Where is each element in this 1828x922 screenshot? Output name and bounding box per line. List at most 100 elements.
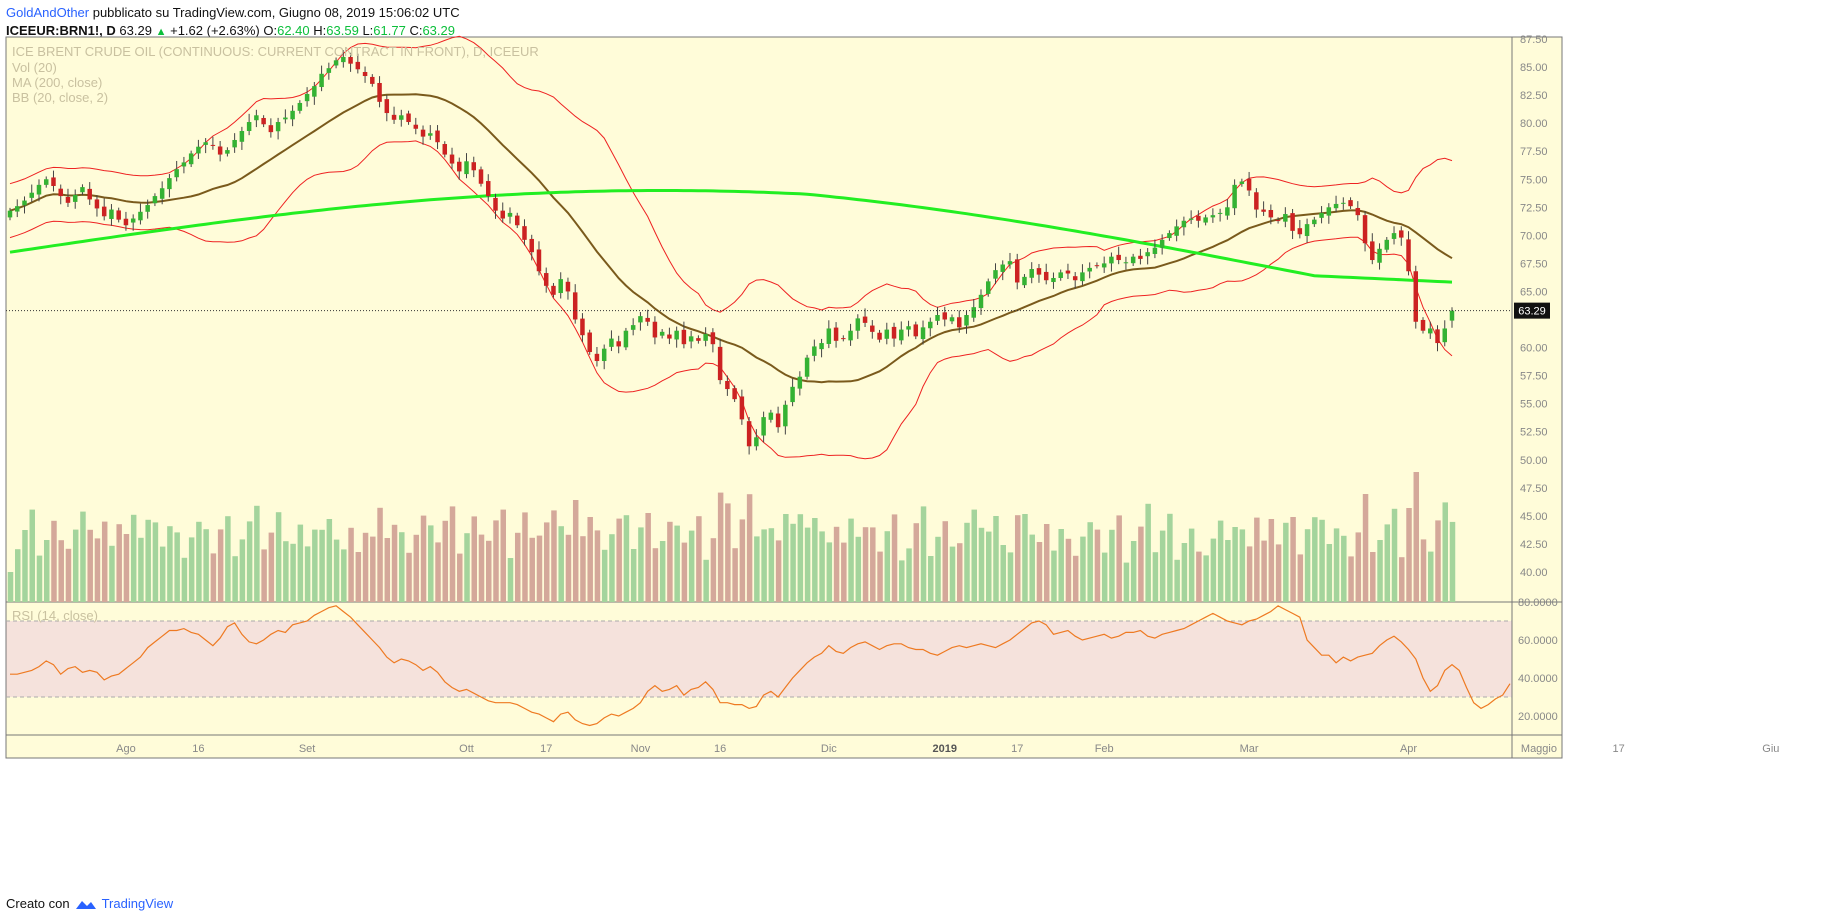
- candle: [1022, 274, 1027, 288]
- candle-body: [1239, 181, 1245, 184]
- candle: [203, 138, 208, 154]
- candle-body: [659, 331, 665, 336]
- candle: [688, 330, 694, 349]
- candle-body: [101, 206, 107, 217]
- candle: [1080, 264, 1085, 286]
- candle: [1428, 321, 1433, 339]
- candle: [384, 94, 390, 122]
- candle: [797, 371, 803, 396]
- candle: [1152, 239, 1158, 259]
- volume-bar: [1225, 540, 1231, 602]
- candle: [971, 298, 976, 322]
- candle: [283, 109, 288, 124]
- volume-bar: [964, 522, 970, 602]
- price-axis-tick: 65.00: [1520, 286, 1548, 298]
- candle: [275, 117, 281, 140]
- candle-body: [312, 86, 317, 97]
- candle: [1196, 210, 1201, 228]
- candle: [565, 277, 571, 300]
- volume-bar: [551, 510, 557, 602]
- candle: [377, 76, 382, 108]
- candle-body: [761, 417, 766, 436]
- rsi-axis-tick: 80.0000: [1518, 597, 1558, 609]
- candle-body: [1341, 202, 1346, 204]
- time-axis-label: Giu: [1762, 743, 1779, 755]
- volume-bar: [7, 572, 14, 602]
- candle: [348, 52, 353, 72]
- candle: [254, 109, 259, 128]
- volume-bar: [1254, 517, 1260, 602]
- volume-bar: [1000, 545, 1006, 602]
- candle-body: [949, 317, 955, 322]
- price-axis-tick: 70.00: [1520, 230, 1548, 242]
- volume-bar: [1036, 542, 1043, 602]
- volume-bar: [1051, 550, 1057, 602]
- candle: [217, 140, 223, 162]
- candle: [993, 263, 998, 285]
- candle: [790, 378, 795, 407]
- chart-title: ICE BRENT CRUDE OIL (CONTINUOUS: CURRENT…: [12, 44, 539, 59]
- volume-bar: [1065, 538, 1072, 602]
- candle-body: [623, 330, 629, 348]
- candle: [87, 182, 92, 205]
- candle: [775, 406, 781, 433]
- volume-bar: [1159, 530, 1166, 602]
- candle-body: [275, 122, 281, 132]
- candle: [739, 389, 745, 425]
- author-link[interactable]: GoldAndOther: [6, 5, 90, 20]
- candle: [1043, 263, 1049, 285]
- volume-bar: [326, 519, 333, 602]
- volume-bar: [1370, 552, 1376, 602]
- candle-body: [920, 327, 926, 340]
- candle: [558, 272, 563, 299]
- candle-body: [1116, 254, 1121, 261]
- volume-bar: [486, 540, 492, 602]
- volume-bar: [761, 529, 767, 602]
- time-axis-label: Ago: [116, 743, 136, 755]
- price-axis-tick: 72.50: [1520, 202, 1548, 214]
- volume-bar: [1362, 494, 1369, 602]
- candle-body: [848, 330, 853, 341]
- volume-bar: [319, 529, 325, 602]
- candle: [594, 346, 600, 367]
- volume-bar: [1435, 520, 1441, 602]
- candle: [391, 106, 397, 124]
- candle: [333, 57, 339, 69]
- volume-bar: [790, 523, 796, 602]
- volume-bar: [536, 535, 543, 602]
- volume-bar: [145, 519, 151, 602]
- candle-body: [109, 209, 114, 219]
- ohlc-line: ICEEUR:BRN1!, D 63.29 ▲ +1.62 (+2.63%) O…: [6, 22, 460, 41]
- volume-bar: [942, 521, 949, 602]
- volume-bar: [399, 532, 405, 602]
- candle: [1029, 262, 1034, 284]
- volume-bar: [906, 548, 912, 602]
- candle: [638, 311, 643, 331]
- volume-bar: [775, 540, 782, 602]
- volume-bar: [1167, 513, 1173, 602]
- volume-bar: [601, 549, 608, 602]
- tradingview-link[interactable]: TradingView: [101, 896, 174, 911]
- volume-bar: [1022, 514, 1028, 602]
- volume-bar: [464, 533, 470, 602]
- volume-bar: [659, 541, 666, 602]
- candle: [1304, 218, 1310, 243]
- candle: [587, 329, 592, 355]
- volume-bar: [1080, 536, 1086, 602]
- candle-body: [442, 144, 448, 155]
- candle: [167, 173, 172, 198]
- candle-body: [36, 184, 42, 195]
- volume-bar: [1087, 522, 1093, 602]
- candle-body: [1406, 239, 1411, 272]
- symbol-label[interactable]: ICEEUR:BRN1!, D: [6, 23, 116, 38]
- volume-bar: [268, 532, 275, 602]
- candle-body: [435, 130, 440, 143]
- volume-bar: [630, 549, 637, 602]
- candle: [239, 126, 245, 150]
- price-axis-tick: 75.00: [1520, 174, 1548, 186]
- candle: [703, 327, 708, 347]
- volume-bar: [949, 546, 956, 602]
- volume-bar: [674, 525, 680, 602]
- candle: [1348, 197, 1353, 209]
